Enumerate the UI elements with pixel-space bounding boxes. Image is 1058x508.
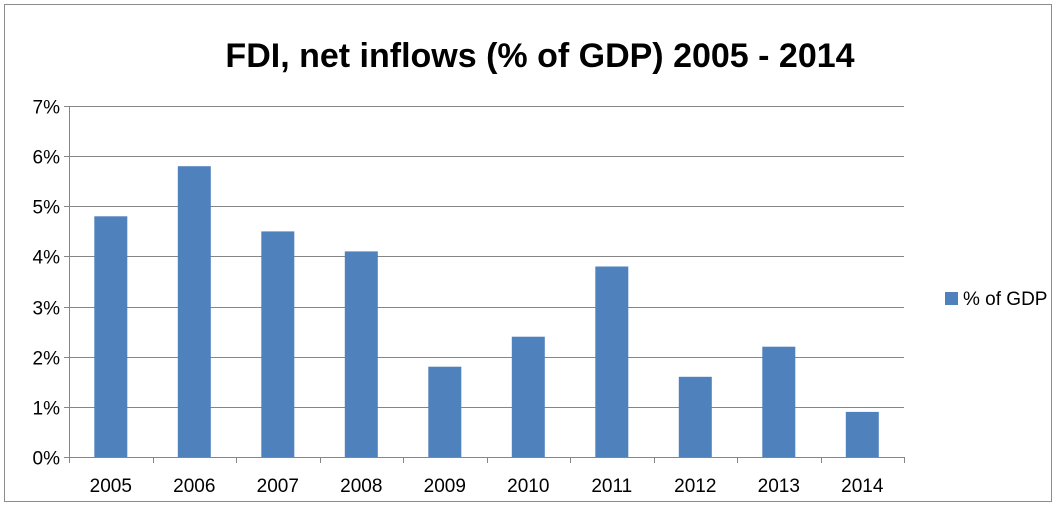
bar — [595, 266, 629, 457]
legend-label: % of GDP — [963, 289, 1047, 310]
bars — [94, 166, 879, 457]
y-tick-label: 1% — [33, 399, 61, 420]
bar — [261, 231, 295, 457]
x-tick-label: 2013 — [758, 476, 800, 497]
x-tick-label: 2008 — [340, 476, 382, 497]
x-tick-label: 2005 — [90, 476, 132, 497]
x-tick-label: 2012 — [674, 476, 716, 497]
bar — [511, 336, 545, 457]
legend-swatch — [945, 292, 958, 305]
bar — [94, 216, 128, 457]
bar — [428, 366, 462, 457]
bar — [762, 346, 796, 457]
y-tick-label: 0% — [33, 449, 61, 470]
x-tick-label: 2011 — [591, 476, 632, 497]
y-tick-label: 2% — [33, 349, 61, 370]
x-tick-label: 2014 — [841, 476, 884, 497]
bar — [845, 411, 879, 457]
axes — [69, 106, 905, 463]
bar — [177, 166, 211, 457]
y-tick-label: 4% — [33, 248, 61, 269]
y-tick-label: 3% — [33, 299, 61, 320]
y-tick-label: 5% — [33, 198, 61, 219]
x-tick-labels: 2005 2006 2007 2008 2009 2010 2011 2012 2013 2014 — [90, 476, 884, 497]
chart-title: FDI, net inflows (% of GDP) 2005 - 2014 — [225, 37, 854, 75]
bar — [344, 251, 378, 457]
y-tick-label: 7% — [33, 98, 61, 119]
y-tick-label: 6% — [33, 148, 61, 169]
x-tick-label: 2010 — [507, 476, 549, 497]
x-tick-label: 2006 — [173, 476, 215, 497]
legend: % of GDP — [945, 289, 1047, 310]
x-tick-label: 2007 — [257, 476, 299, 497]
bar — [678, 376, 712, 457]
y-tick-labels: 0% 1% 2% 3% 4% 5% 6% 7% — [33, 98, 61, 470]
x-tick-label: 2009 — [424, 476, 466, 497]
